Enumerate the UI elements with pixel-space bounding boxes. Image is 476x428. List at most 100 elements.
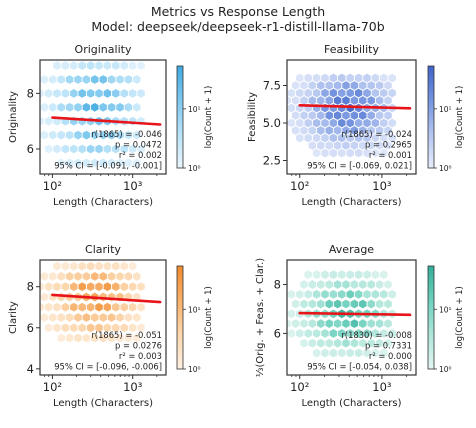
hexbin-cell	[40, 292, 49, 302]
hexbin-cell	[320, 133, 330, 143]
stats-line: 95% CI = [-0.069, 0.021]	[307, 161, 412, 171]
hexbin-cell	[354, 88, 363, 98]
hexbin-cell	[333, 80, 342, 91]
hexbin-cell	[77, 322, 87, 333]
hexbin-cell	[48, 130, 58, 140]
hexbin-cell	[345, 73, 355, 83]
hexbin-cell	[90, 333, 100, 343]
hexbin-cell	[136, 60, 146, 71]
plot-area	[40, 60, 162, 168]
hexbin-cell	[73, 74, 83, 85]
hexbin-cell	[40, 104, 41, 110]
hexbin-cell	[303, 73, 313, 83]
hexbin-cell	[82, 74, 91, 85]
hexbin-cell	[86, 302, 95, 313]
hexbin-cell	[379, 148, 389, 158]
hexbin-cell	[90, 158, 100, 168]
y-tick-label: 7.5	[263, 79, 281, 93]
hexbin-cell	[308, 140, 317, 151]
hexbin-cell	[107, 102, 116, 113]
hexbin-cell	[333, 140, 342, 151]
hexbin-cell	[115, 333, 125, 343]
hexbin-cell	[383, 140, 393, 151]
hexbin-cell	[329, 328, 338, 339]
x-tick-label: 10³	[123, 179, 143, 193]
hexbin-cell	[371, 348, 380, 358]
hexbin-cell	[299, 299, 309, 309]
panel-title: Clarity	[85, 243, 121, 256]
hexbin-cell	[98, 102, 108, 113]
hexbin-cell	[119, 322, 129, 333]
hexbin-cell	[375, 299, 384, 309]
stats-line: r² = 0.003	[119, 351, 162, 361]
hexbin-cell	[107, 130, 116, 140]
hexbin-cell	[333, 338, 342, 349]
hexbin-cell	[375, 80, 384, 91]
hexbin-cell	[94, 60, 104, 71]
hexbin-cell	[128, 60, 137, 71]
hexbin-cell	[303, 289, 313, 300]
hexbin-cell	[324, 299, 334, 309]
hexbin-cell	[65, 271, 74, 282]
colorbar-tick-label: 10⁰	[188, 164, 201, 173]
hexbin-cell	[320, 73, 330, 83]
hexbin-cell	[115, 271, 125, 282]
hexbin-cell	[350, 338, 359, 349]
hexbin-cell	[308, 338, 317, 349]
hexbin-cell	[98, 74, 108, 85]
hexbin-cell	[303, 88, 313, 98]
panel-title: Feasibility	[324, 43, 379, 56]
hexbin-cell	[324, 338, 334, 349]
hexbin-cell	[132, 130, 142, 140]
y-tick-label: 6	[27, 142, 34, 156]
hexbin-cell	[111, 60, 121, 71]
hexbin-cell	[295, 118, 305, 128]
hexbin-cell	[69, 261, 79, 272]
hexbin-cell	[350, 125, 359, 136]
colorbar-tick-label: 10¹	[439, 305, 452, 314]
hexbin-cell	[291, 110, 300, 121]
hexbin-cell	[341, 140, 351, 151]
hexbin-cell	[362, 289, 372, 300]
hexbin-cell	[354, 269, 363, 280]
hexbin-cell	[77, 116, 87, 127]
axes-frame	[39, 259, 167, 376]
hexbin-cell	[383, 95, 393, 106]
hexbin-cell	[124, 271, 133, 282]
hexbin-cell	[132, 74, 142, 85]
hexbin-cell	[111, 261, 121, 272]
hexbin-cell	[69, 302, 79, 313]
colorbar	[176, 265, 184, 370]
hexbin-cell	[345, 269, 355, 280]
hexbin-cell	[77, 302, 87, 313]
hexbin-cell	[73, 158, 83, 168]
hexbin-cell	[375, 110, 384, 121]
stats-line: 95% CI = [-0.091, -0.001]	[54, 161, 162, 171]
stats-line: 95% CI = [-0.096, -0.006]	[54, 362, 162, 372]
hexbin-cell	[287, 118, 296, 128]
regression-line	[51, 293, 162, 304]
hexbin-cell	[366, 125, 376, 136]
hexbin-cell	[40, 130, 49, 140]
hexbin-cell	[86, 88, 95, 99]
plot-area	[287, 73, 412, 158]
hexbin-cell	[308, 318, 317, 329]
hexbin-cell	[345, 328, 355, 339]
hexbin-cell	[128, 302, 137, 313]
panel-title: Originality	[75, 43, 132, 56]
hexbin-cell	[354, 133, 363, 143]
figure-subtitle: Model: deepseek/deepseek-r1-distill-llam…	[91, 19, 385, 34]
x-tick-label: 10³	[372, 380, 392, 394]
regression-line	[51, 116, 162, 126]
hexbin-cell	[77, 60, 87, 71]
hexbin-cell	[128, 281, 137, 292]
hexbin-cell	[295, 133, 305, 143]
hexbin-cell	[73, 102, 83, 113]
hexbin-cell	[341, 299, 351, 309]
hexbin-cell	[333, 110, 342, 121]
hexbin-cell	[119, 60, 129, 71]
hexbin-cell	[56, 158, 66, 168]
hexbin-cell	[350, 318, 359, 329]
